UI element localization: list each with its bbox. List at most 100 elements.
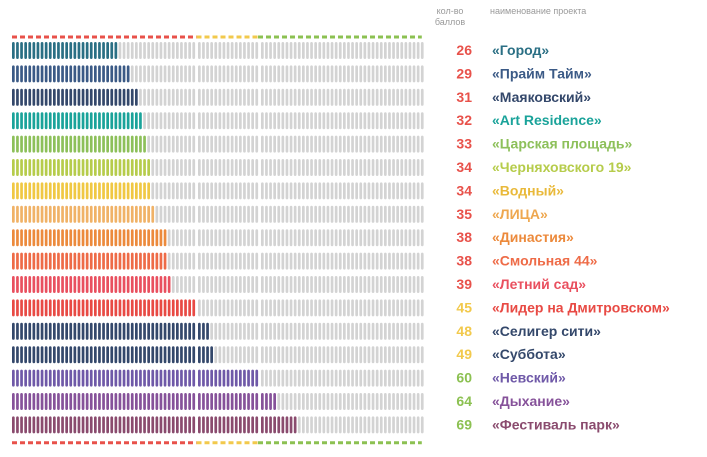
bar-segment [85, 112, 89, 130]
bar-segment [53, 369, 56, 387]
empty-segment [247, 229, 250, 247]
bar-segment [180, 322, 183, 340]
bar-segment [98, 346, 101, 364]
bar-segment [98, 65, 101, 83]
empty-segment [351, 299, 354, 317]
empty-segment [404, 135, 408, 153]
bar-segment [226, 369, 230, 387]
bar-segment [44, 182, 48, 200]
empty-segment [269, 205, 272, 223]
bar-segment [20, 135, 23, 153]
empty-segment [198, 252, 201, 270]
empty-segment [347, 65, 350, 83]
empty-segment [375, 276, 379, 293]
empty-segment [239, 229, 242, 247]
empty-segment [363, 182, 367, 200]
empty-segment [180, 65, 183, 83]
empty-segment [261, 205, 264, 223]
empty-segment [277, 182, 281, 200]
bar-segment [192, 393, 196, 410]
bar-segment [159, 322, 163, 340]
bar-segment [40, 393, 44, 410]
empty-segment [314, 182, 317, 200]
empty-segment [202, 205, 205, 223]
bar-segment [94, 369, 97, 387]
bar-segment [163, 322, 167, 340]
bar-segment [114, 322, 118, 340]
empty-segment [171, 205, 175, 223]
empty-segment [330, 393, 334, 410]
empty-segment [355, 182, 358, 200]
empty-segment [239, 42, 242, 59]
empty-segment [281, 135, 285, 153]
empty-segment [379, 42, 383, 59]
empty-segment [255, 322, 259, 340]
empty-segment [314, 322, 317, 340]
empty-segment [420, 112, 424, 130]
empty-segment [171, 112, 175, 130]
bar-segment [126, 252, 130, 270]
empty-segment [239, 346, 242, 364]
empty-segment [261, 299, 264, 317]
empty-segment [322, 88, 326, 106]
bar-segment [81, 88, 85, 106]
bar-segment [81, 229, 85, 247]
empty-segment [218, 112, 222, 130]
row-score: 34 [456, 182, 472, 198]
bar-segment [143, 369, 146, 387]
empty-segment [404, 252, 408, 270]
empty-segment [159, 88, 163, 106]
empty-segment [379, 346, 383, 364]
empty-segment [281, 229, 285, 247]
bar-segment [234, 393, 238, 410]
empty-segment [326, 369, 330, 387]
empty-segment [285, 393, 289, 410]
bar-segment [106, 205, 109, 223]
empty-segment [347, 205, 350, 223]
empty-segment [302, 205, 305, 223]
empty-segment [255, 252, 259, 270]
bar-segment [198, 346, 201, 364]
empty-segment [243, 135, 246, 153]
bar-segment [61, 42, 64, 59]
empty-segment [293, 159, 297, 176]
empty-segment [202, 229, 205, 247]
empty-segment [198, 182, 201, 200]
bar-segment [89, 159, 93, 176]
empty-segment [343, 88, 346, 106]
bar-segment [28, 182, 32, 200]
empty-segment [338, 135, 342, 153]
empty-segment [310, 322, 313, 340]
empty-segment [400, 416, 404, 434]
empty-segment [412, 112, 416, 130]
bar-segment [110, 393, 114, 410]
empty-segment [326, 135, 330, 153]
empty-segment [367, 252, 371, 270]
bar-segment [293, 416, 297, 434]
empty-segment [239, 299, 242, 317]
empty-segment [214, 276, 218, 293]
empty-segment [285, 299, 289, 317]
empty-segment [371, 88, 375, 106]
empty-segment [412, 88, 416, 106]
bar-segment [12, 229, 15, 247]
empty-segment [347, 299, 350, 317]
empty-segment [318, 112, 322, 130]
empty-segment [371, 416, 375, 434]
empty-segment [322, 159, 326, 176]
empty-segment [265, 252, 268, 270]
empty-segment [359, 135, 363, 153]
bar-segment [130, 369, 134, 387]
empty-segment [363, 42, 367, 59]
empty-segment [334, 252, 338, 270]
bar-segment [210, 416, 213, 434]
empty-segment [310, 369, 313, 387]
empty-segment [222, 252, 226, 270]
bar-segment [65, 252, 68, 270]
bar-segment [12, 299, 15, 317]
empty-segment [404, 205, 408, 223]
bar-segment [40, 416, 44, 434]
empty-segment [230, 42, 234, 59]
empty-segment [314, 416, 317, 434]
empty-segment [302, 416, 305, 434]
